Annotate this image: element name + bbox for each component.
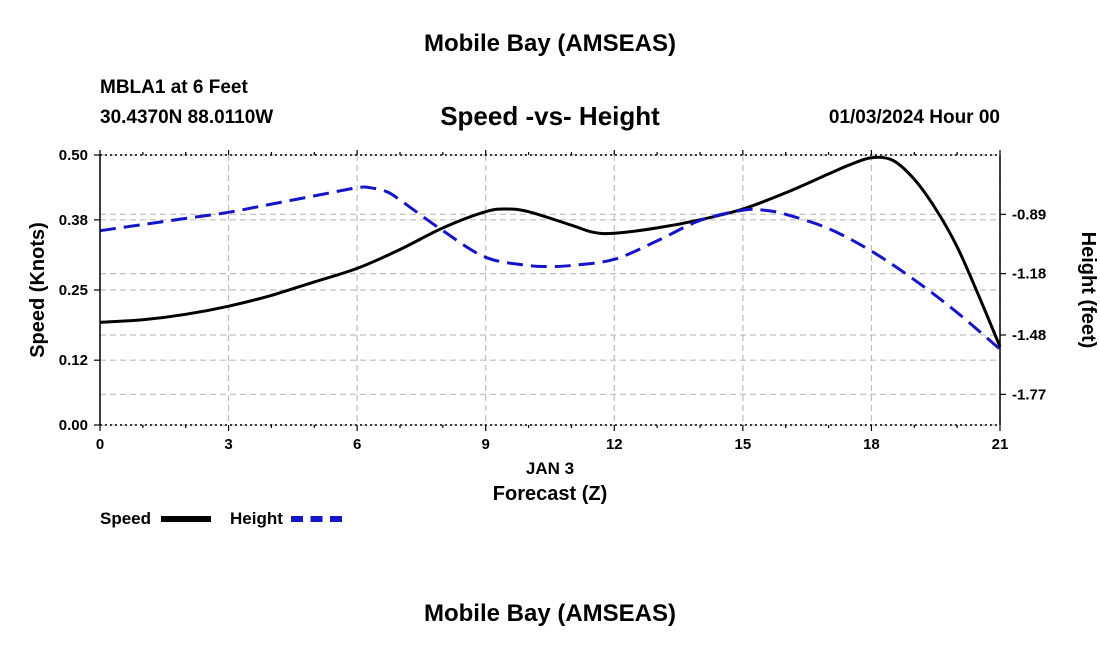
x-tick-label: 3 (224, 436, 232, 453)
y-tick-label: 0.38 (59, 212, 88, 229)
x-tick-label: 21 (992, 436, 1009, 453)
legend-speed-label: Speed (100, 509, 152, 528)
y2-tick-label: -1.18 (1012, 266, 1046, 283)
x-axis-label: Forecast (Z) (493, 483, 607, 505)
x-tick-label: 18 (863, 436, 880, 453)
coordinates-label: 30.4370N 88.0110W (100, 107, 274, 128)
y-tick-label: 0.25 (59, 282, 88, 299)
chart-title: Mobile Bay (AMSEAS) (423, 30, 677, 57)
grid (99, 154, 1001, 426)
y-axis-label: Speed (Knots) (27, 222, 49, 358)
x-tick-label: 9 (482, 436, 490, 453)
plot-frame (94, 150, 1006, 431)
y2-tick-label: -1.48 (1012, 327, 1046, 344)
y-tick-label: 0.50 (59, 147, 88, 164)
forecast-datetime: 01/03/2024 Hour 00 (828, 107, 1000, 128)
y-tick-label: 0.12 (59, 352, 88, 369)
y2-tick-label: -1.77 (1012, 386, 1046, 403)
legend-height-label: Height (230, 509, 283, 528)
station-label: MBLA1 at 6 Feet (100, 77, 248, 98)
x-tick-label: 0 (96, 436, 104, 453)
x-tick-label: 15 (735, 436, 752, 453)
chart-title-repeat: Mobile Bay (AMSEAS) (423, 600, 677, 627)
chart-subtitle: Speed -vs- Height (440, 101, 660, 131)
y2-tick-label: -0.89 (1012, 206, 1046, 223)
y2-axis-label: Height (feet) (1077, 232, 1099, 349)
x-tick-label: 12 (606, 436, 623, 453)
legend-speed-swatch (161, 516, 211, 522)
y-tick-label: 0.00 (59, 417, 88, 434)
x-tick-label: 6 (353, 436, 361, 453)
axis-labels: 0 3 6 9 12 15 18 21 0.00 0.12 0.25 0.38 0.50 -0.89 -1.… (27, 147, 1099, 505)
series-line-speed (99, 155, 1002, 348)
series-group (99, 155, 1002, 351)
legend-height-swatch (291, 516, 342, 522)
x-date-label: JAN 3 (526, 459, 574, 478)
series-line-height (99, 185, 1001, 351)
